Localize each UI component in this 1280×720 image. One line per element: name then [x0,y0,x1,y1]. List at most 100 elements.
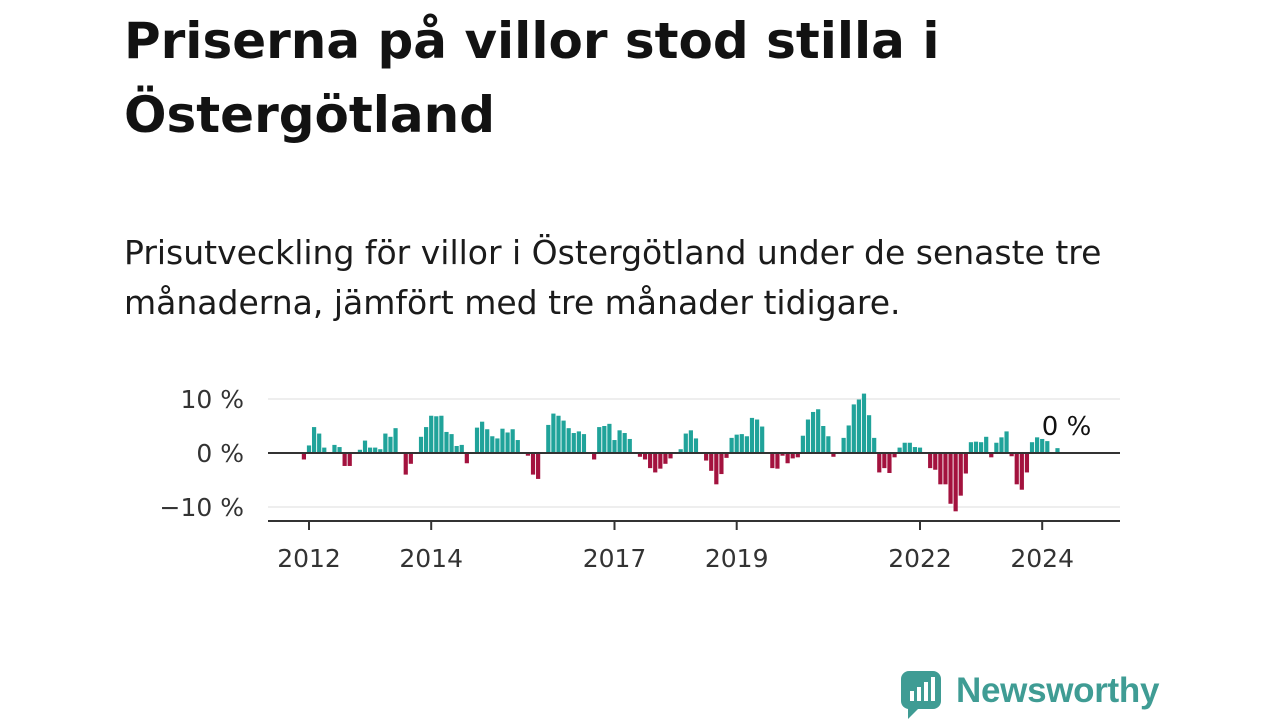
bar [775,453,780,469]
bar [556,415,561,453]
bar [561,420,566,453]
bar [658,453,663,469]
bar [887,453,892,473]
bar [994,442,999,453]
y-tick-label: 0 % [196,439,244,468]
bar [332,444,337,453]
bar [984,436,989,453]
page-title: Priserna på villor stod stilla i Östergö… [124,12,940,144]
chart-subtitle: Prisutveckling för villor i Östergötland… [124,233,1102,322]
bar [897,447,902,453]
y-axis-ticks: 10 % 0 % −10 % [160,385,244,522]
bar [546,424,551,453]
bar [444,431,449,453]
x-tick-label: 2017 [583,544,647,573]
bar [892,453,897,458]
bar [760,426,765,453]
bar [948,453,953,504]
bar [1055,448,1060,453]
bar [749,417,755,453]
bar [989,453,994,458]
bar [530,453,536,475]
bar [490,436,495,453]
bar [928,453,933,469]
bar [785,453,790,464]
bar [434,416,439,453]
bar [368,447,373,453]
bar [668,453,673,459]
bar [958,453,963,496]
bar [474,427,480,453]
bar [912,447,918,453]
x-tick-label: 2022 [888,544,952,573]
bar [999,437,1004,453]
newsworthy-logo-text: Newsworthy [956,671,1160,710]
bar [576,431,581,453]
bar [439,415,444,453]
bar [724,453,729,458]
bar [581,434,587,453]
bar [500,428,505,453]
y-tick-label: −10 % [160,493,244,522]
bar [648,453,653,469]
bar [1035,437,1040,453]
bar [877,453,882,473]
bar [693,438,699,453]
bar [510,429,515,453]
newsworthy-logo-icon [901,671,941,719]
bar [383,433,388,453]
y-tick-label: 10 % [180,385,244,414]
bar [938,453,943,485]
bar [709,453,714,471]
bar [704,453,709,461]
bar [454,445,459,453]
bar [780,453,785,456]
bar [719,453,724,475]
chart-bars [301,393,1060,512]
bar [866,415,872,453]
bar [979,442,984,453]
bar [357,449,363,453]
bar [515,440,520,453]
bar [429,415,434,453]
bar [362,440,368,453]
bar [810,411,816,453]
bar [1009,453,1014,457]
bar [826,436,831,453]
bar [805,419,811,453]
bar [464,453,469,464]
x-tick-label: 2019 [705,544,769,573]
bar [770,453,775,469]
bar [612,440,617,453]
bar [744,436,749,453]
x-tick-label: 2024 [1010,544,1074,573]
last-value-label: 0 % [1042,412,1092,442]
bar [1024,453,1030,473]
bar [790,453,795,459]
bar [963,453,968,474]
bar [393,428,398,453]
bar [342,453,347,466]
bar [917,447,923,453]
bar [449,434,454,453]
bar [688,430,693,453]
bar [637,453,643,457]
bar [714,453,719,485]
bar [622,433,627,453]
bar [418,436,424,453]
bar [1045,441,1050,453]
bar [311,427,317,453]
bar [322,447,327,453]
bar [592,453,597,460]
bar [459,444,464,453]
bar [973,441,979,453]
bar [485,429,490,453]
chart-gridlines [268,398,1120,508]
x-tick-label: 2014 [399,544,463,573]
bar [306,445,312,453]
bar [953,453,958,512]
bar [317,433,322,453]
bar [831,453,836,457]
bar [653,453,658,473]
bar [505,432,510,453]
